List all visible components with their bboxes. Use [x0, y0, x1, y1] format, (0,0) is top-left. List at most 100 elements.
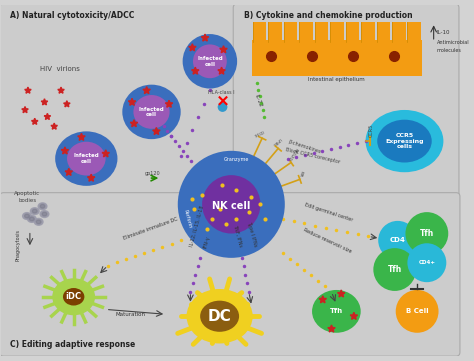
Ellipse shape: [122, 85, 181, 139]
Bar: [283, 22, 297, 42]
Text: Infected
cell: Infected cell: [73, 153, 99, 164]
FancyBboxPatch shape: [0, 193, 460, 356]
Text: iDC: iDC: [65, 292, 82, 301]
Text: Eliminate immature DC: Eliminate immature DC: [122, 217, 178, 242]
Ellipse shape: [36, 220, 41, 224]
Text: C) Editing adaptive response: C) Editing adaptive response: [10, 340, 136, 349]
Text: Maturation: Maturation: [116, 312, 146, 317]
Polygon shape: [165, 100, 173, 107]
Text: HIV  virions: HIV virions: [40, 66, 80, 72]
Text: Reduce reservoir size: Reduce reservoir size: [302, 227, 352, 254]
Ellipse shape: [218, 102, 228, 112]
Ellipse shape: [312, 290, 361, 333]
Text: Infected
cell: Infected cell: [197, 56, 223, 67]
Polygon shape: [44, 113, 51, 119]
Ellipse shape: [407, 243, 447, 282]
Text: DC: DC: [208, 309, 231, 324]
Bar: [392, 22, 406, 42]
Text: HLA-class I: HLA-class I: [208, 90, 235, 95]
Ellipse shape: [187, 289, 253, 343]
FancyBboxPatch shape: [233, 4, 459, 199]
Text: Edit germinal center: Edit germinal center: [304, 203, 354, 223]
Ellipse shape: [374, 248, 416, 291]
Text: Perforin: Perforin: [182, 209, 192, 229]
Text: Granzyme: Granzyme: [223, 157, 249, 162]
Text: Phagocytosis: Phagocytosis: [15, 229, 20, 261]
Text: B Cell: B Cell: [406, 308, 428, 314]
Ellipse shape: [42, 212, 47, 216]
Bar: [346, 22, 359, 42]
Ellipse shape: [405, 212, 448, 255]
Polygon shape: [58, 87, 64, 93]
Text: NKG2D: NKG2D: [286, 146, 298, 161]
Text: Intestinal epithelium: Intestinal epithelium: [309, 77, 365, 82]
FancyBboxPatch shape: [0, 4, 236, 199]
Text: NK cell: NK cell: [212, 201, 250, 211]
Ellipse shape: [67, 142, 106, 175]
Ellipse shape: [23, 213, 31, 219]
Polygon shape: [191, 67, 199, 74]
Bar: [361, 22, 374, 42]
Polygon shape: [319, 296, 327, 303]
Text: IL-22: IL-22: [254, 93, 263, 108]
Text: CCR5: CCR5: [368, 124, 374, 137]
Text: Infected
cell: Infected cell: [138, 106, 164, 117]
Bar: [315, 22, 328, 42]
Bar: [408, 22, 421, 42]
Text: Antimicrobial: Antimicrobial: [437, 40, 469, 45]
Ellipse shape: [193, 44, 227, 78]
Text: KIR: KIR: [297, 170, 303, 178]
Polygon shape: [143, 87, 150, 93]
Text: UPBL: UPBL: [270, 136, 281, 147]
Polygon shape: [153, 127, 160, 135]
Text: TNF, IFNs: TNF, IFNs: [232, 224, 243, 247]
Polygon shape: [337, 290, 345, 297]
Ellipse shape: [30, 208, 39, 214]
Ellipse shape: [200, 301, 239, 332]
Ellipse shape: [202, 175, 261, 234]
Ellipse shape: [63, 288, 84, 305]
Polygon shape: [22, 106, 28, 113]
Polygon shape: [61, 147, 69, 154]
Text: CD4: CD4: [390, 237, 406, 243]
Text: Tfh: Tfh: [330, 308, 343, 314]
Ellipse shape: [32, 209, 37, 213]
Text: IFN-γ: IFN-γ: [203, 236, 211, 249]
Text: Apoptotic: Apoptotic: [14, 191, 41, 196]
Ellipse shape: [378, 221, 417, 260]
Bar: [252, 40, 422, 76]
Ellipse shape: [52, 278, 95, 315]
Polygon shape: [218, 67, 225, 74]
Polygon shape: [31, 118, 38, 125]
Text: bodies: bodies: [18, 199, 36, 203]
Ellipse shape: [55, 131, 118, 186]
Ellipse shape: [40, 204, 45, 208]
Text: β-chemokines: β-chemokines: [288, 139, 322, 155]
Bar: [376, 22, 390, 42]
Polygon shape: [130, 120, 137, 127]
Text: IL-12, IL-15, IL-18: IL-12, IL-15, IL-18: [189, 205, 204, 247]
Polygon shape: [128, 98, 136, 105]
Bar: [268, 22, 282, 42]
Ellipse shape: [38, 203, 47, 210]
Text: gp120: gp120: [145, 171, 160, 176]
Ellipse shape: [396, 290, 438, 333]
Polygon shape: [102, 150, 109, 157]
Text: CD4+: CD4+: [419, 260, 435, 265]
Polygon shape: [350, 312, 357, 319]
Text: B) Cytokine and chemokine production: B) Cytokine and chemokine production: [244, 10, 412, 19]
Polygon shape: [189, 44, 196, 51]
Polygon shape: [64, 101, 70, 107]
Text: Type I IFNs: Type I IFNs: [246, 221, 257, 247]
Text: Tfh: Tfh: [388, 265, 402, 274]
Polygon shape: [201, 34, 209, 41]
Text: IL-10: IL-10: [437, 30, 450, 35]
Polygon shape: [328, 325, 335, 332]
Polygon shape: [88, 174, 95, 181]
Ellipse shape: [27, 216, 36, 222]
Text: CD16: CD16: [252, 128, 264, 136]
Polygon shape: [51, 123, 57, 129]
Ellipse shape: [133, 95, 170, 129]
Ellipse shape: [34, 218, 43, 225]
Ellipse shape: [377, 120, 432, 162]
